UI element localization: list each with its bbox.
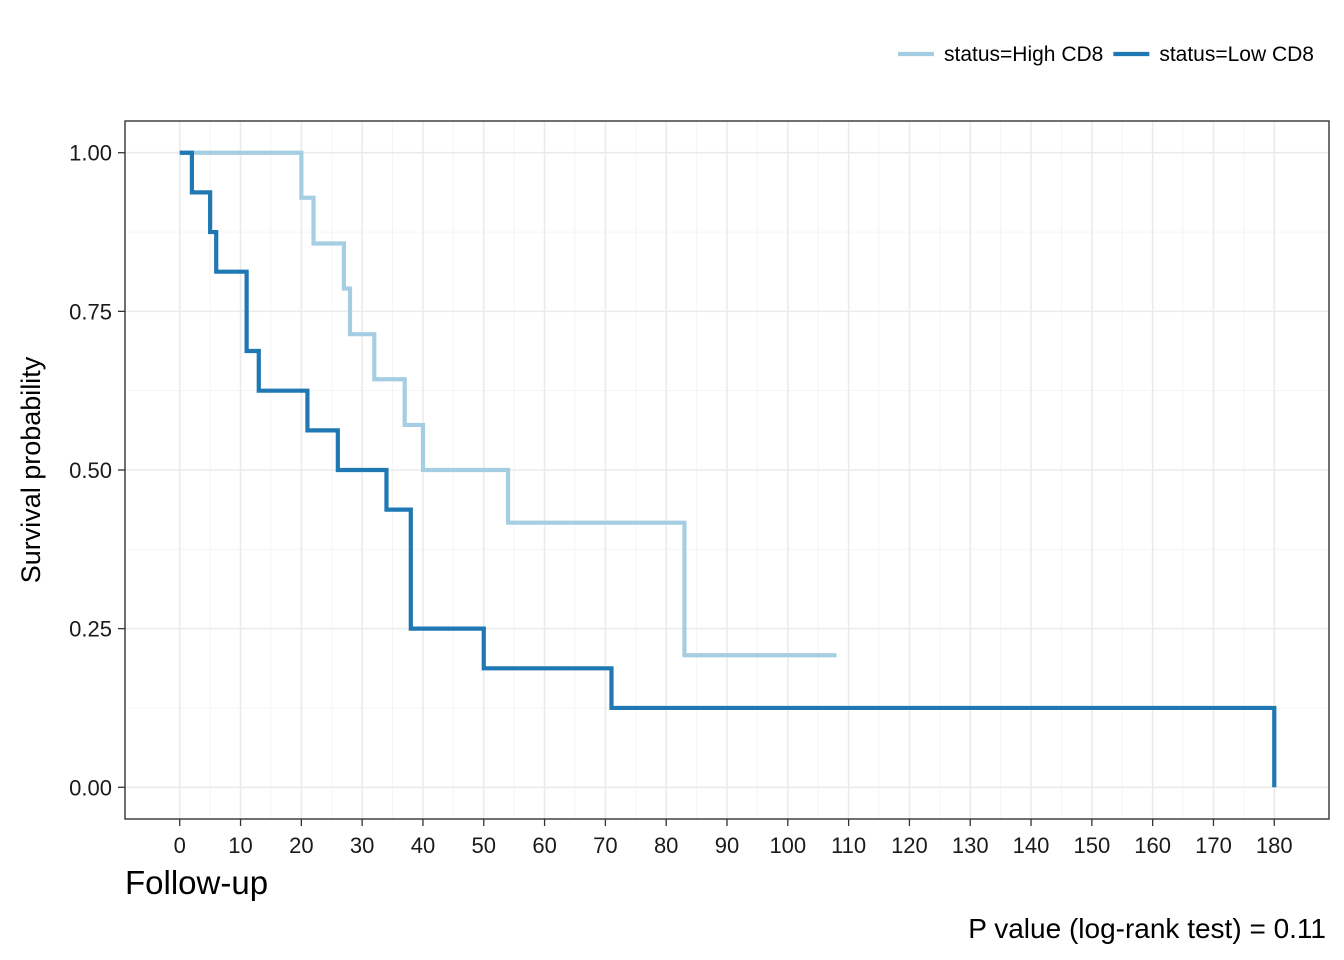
x-tick-label: 100 bbox=[769, 833, 806, 858]
x-tick-label: 70 bbox=[593, 833, 617, 858]
x-tick-label: 140 bbox=[1013, 833, 1050, 858]
x-tick-label: 50 bbox=[472, 833, 496, 858]
legend-label-high-cd8: status=High CD8 bbox=[944, 43, 1103, 66]
x-tick-label: 0 bbox=[174, 833, 186, 858]
legend: status=Low CD8 status=High CD8 bbox=[898, 43, 1314, 66]
x-tick-label: 170 bbox=[1195, 833, 1232, 858]
series-line-high-cd8 bbox=[179, 150, 837, 658]
y-tick-label: 0.00 bbox=[69, 775, 112, 800]
series-line-low-cd8 bbox=[179, 150, 1277, 788]
x-tick-label: 30 bbox=[350, 833, 374, 858]
y-tick-label: 1.00 bbox=[69, 141, 112, 166]
x-tick-label: 160 bbox=[1134, 833, 1171, 858]
x-tick-label: 10 bbox=[228, 833, 252, 858]
x-tick-label: 150 bbox=[1073, 833, 1110, 858]
y-tick-label: 0.25 bbox=[69, 617, 112, 642]
x-tick-label: 110 bbox=[831, 833, 866, 858]
y-tick-label: 0.75 bbox=[69, 299, 112, 324]
x-tick-label: 60 bbox=[532, 833, 556, 858]
x-axis-title: Follow-up bbox=[125, 864, 268, 901]
x-axis: 0 10 20 30 40 50 60 70 80 90 100 110 120 130 140 150 160… bbox=[174, 819, 1293, 858]
x-tick-label: 90 bbox=[715, 833, 739, 858]
x-tick-label: 20 bbox=[289, 833, 313, 858]
y-axis-title: Survival probability bbox=[16, 356, 46, 583]
p-value-annotation: P value (log-rank test) = 0.11 bbox=[968, 913, 1326, 944]
y-tick-label: 0.50 bbox=[69, 458, 112, 483]
x-tick-label: 80 bbox=[654, 833, 678, 858]
x-tick-label: 120 bbox=[891, 833, 928, 858]
x-tick-label: 180 bbox=[1256, 833, 1293, 858]
legend-label-low-cd8: status=Low CD8 bbox=[1159, 43, 1314, 66]
series-layer bbox=[179, 150, 1277, 788]
y-axis: 0.00 0.25 0.50 0.75 1.00 bbox=[69, 141, 125, 800]
x-tick-label: 130 bbox=[952, 833, 989, 858]
x-tick-label: 40 bbox=[411, 833, 435, 858]
